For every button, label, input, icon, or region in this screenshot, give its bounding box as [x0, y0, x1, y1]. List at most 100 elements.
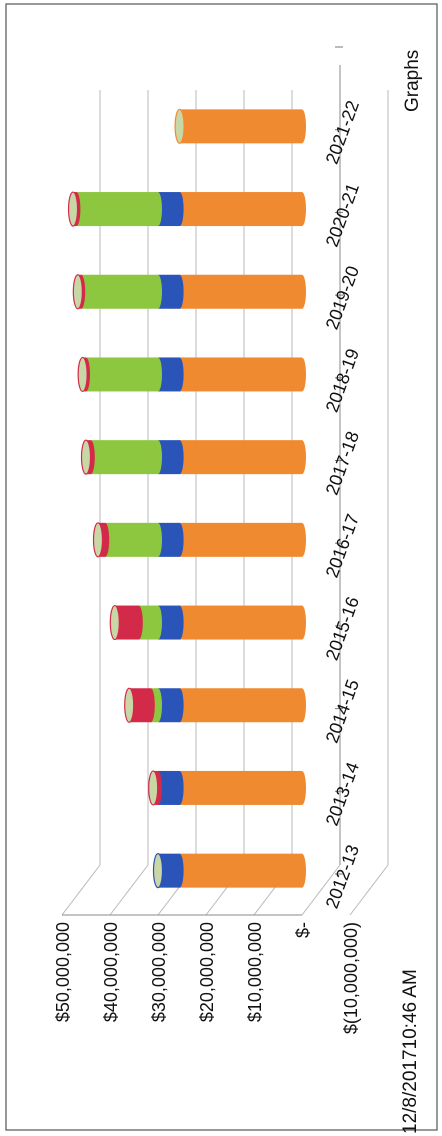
- category-tick-label: 2017-18: [322, 429, 363, 498]
- bar-segment-body: [158, 688, 180, 723]
- bar-segment: [179, 274, 306, 309]
- bar-segment-base: [154, 440, 162, 475]
- bar-segment: [179, 688, 306, 723]
- category-tick-label: 2021-22: [322, 98, 363, 167]
- bar-cap: [72, 274, 83, 310]
- bar-segment-base: [175, 440, 184, 475]
- bar-segment-body: [179, 688, 302, 723]
- axis-layer: [62, 46, 343, 916]
- bar-segment-base: [298, 853, 306, 888]
- gridline-depth: [61, 864, 101, 916]
- bar-segment: [105, 522, 162, 557]
- bar-segment: [158, 770, 184, 805]
- bar-segment-body: [86, 357, 158, 392]
- value-tick-label: $-: [293, 922, 313, 938]
- bar-segment-body: [179, 853, 302, 888]
- bar-cap: [77, 356, 88, 393]
- bar-segment-base: [298, 192, 306, 227]
- page-label: Graphs: [402, 49, 423, 112]
- bar-segment-body: [179, 440, 302, 475]
- bar-segment-body: [158, 770, 180, 805]
- bar-segment-base: [101, 522, 110, 557]
- bar-segment: [158, 192, 184, 227]
- bar-segment-body: [81, 274, 158, 309]
- bar-segment: [158, 688, 184, 723]
- bar-segment-body: [158, 274, 180, 309]
- bar-segment-body: [179, 109, 302, 144]
- bar-segment: [179, 853, 306, 888]
- bar-segment-base: [298, 440, 306, 475]
- bar-segment-body: [158, 522, 180, 557]
- bar-cap: [92, 522, 104, 558]
- value-tick-label: $(10,000,000): [341, 922, 361, 1034]
- bar-segment: [138, 605, 162, 640]
- bar-segment-base: [298, 688, 306, 723]
- bar-segment-base: [175, 192, 184, 227]
- bar-segment-base: [175, 688, 184, 723]
- bar-segment: [179, 522, 306, 557]
- bar-segment-base: [298, 274, 306, 309]
- bar-segment: [158, 522, 184, 557]
- bar-layer: [67, 108, 306, 889]
- bar-segment-base: [298, 605, 306, 640]
- bar-segment-body: [138, 605, 158, 640]
- bar-segment-base: [298, 109, 306, 144]
- bar-segment-base: [298, 770, 306, 805]
- bar-segment-body: [129, 688, 151, 723]
- bar-segment-base: [175, 522, 184, 557]
- bar-segment: [179, 109, 306, 144]
- bar-segment-base: [154, 605, 162, 640]
- bar-segment: [179, 440, 306, 475]
- bar-segment-base: [154, 192, 162, 227]
- bar-segment-body: [179, 605, 302, 640]
- bar-segment-body: [158, 192, 180, 227]
- bar-segment-body: [158, 357, 180, 392]
- bar-segment: [158, 605, 184, 640]
- bar-segment-base: [175, 357, 184, 392]
- bar-segment: [114, 605, 143, 640]
- bar-segment-body: [179, 522, 302, 557]
- bar-cap: [109, 604, 120, 641]
- bar-segment-base: [175, 274, 184, 309]
- category-tick-label: 2019-20: [322, 263, 363, 332]
- bar-segment: [76, 192, 162, 227]
- bar-segment-base: [298, 522, 306, 557]
- bar-cap: [174, 108, 185, 144]
- bar-cap: [124, 687, 135, 723]
- bar-cap: [67, 191, 79, 227]
- bar-segment-base: [175, 770, 184, 805]
- bar-segment: [158, 440, 184, 475]
- bar-segment-base: [134, 605, 143, 640]
- category-tick-label: 2013-14: [322, 759, 363, 828]
- page-border: [5, 3, 438, 1131]
- bar-segment-base: [154, 522, 162, 557]
- bar-segment-base: [154, 357, 162, 392]
- category-tick-label: 2014-15: [322, 677, 363, 746]
- bar-segment: [179, 605, 306, 640]
- print-timestamp: 12/8/201710:46 AM: [400, 969, 421, 1134]
- bar-segment-body: [105, 522, 158, 557]
- bar-segment: [179, 357, 306, 392]
- bar-segment-body: [158, 605, 180, 640]
- bar-cap: [148, 770, 159, 806]
- bar-segment: [179, 192, 306, 227]
- category-tick-label: 2012-13: [322, 842, 363, 911]
- bar-cap: [80, 439, 92, 475]
- category-tick-label: 2015-16: [322, 594, 363, 663]
- bar-segment-base: [175, 853, 184, 888]
- bar-segment-body: [76, 192, 158, 227]
- bar-segment-base: [154, 274, 162, 309]
- bar-segment-base: [175, 605, 184, 640]
- gridline-depth: [349, 864, 389, 916]
- bar-segment: [158, 274, 184, 309]
- value-tick-label: $10,000,000: [245, 922, 265, 1022]
- bar-segment-body: [158, 853, 180, 888]
- bar-segment: [179, 770, 306, 805]
- gridline-depth: [301, 864, 341, 916]
- bar-segment: [81, 274, 162, 309]
- category-tick-label: 2018-19: [322, 346, 363, 415]
- value-tick-label: $20,000,000: [197, 922, 217, 1022]
- bar-segment-base: [154, 688, 162, 723]
- bar-segment-body: [90, 440, 158, 475]
